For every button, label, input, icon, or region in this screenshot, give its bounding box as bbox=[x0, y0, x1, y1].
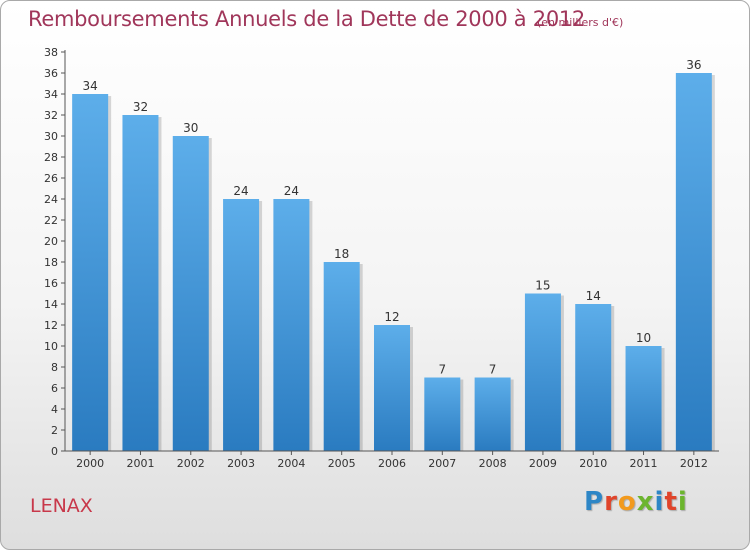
y-tick-label: 22 bbox=[44, 214, 58, 227]
chart-subtitle: (en milliers d'€) bbox=[537, 16, 624, 29]
data-label: 10 bbox=[636, 331, 651, 345]
x-tick-label: 2008 bbox=[479, 457, 507, 470]
y-tick-label: 14 bbox=[44, 298, 58, 311]
y-tick-label: 16 bbox=[44, 277, 58, 290]
y-tick-label: 32 bbox=[44, 109, 58, 122]
y-tick-label: 36 bbox=[44, 67, 58, 80]
x-tick-label: 2003 bbox=[227, 457, 255, 470]
bar-2008[interactable] bbox=[474, 377, 511, 452]
y-tick-label: 28 bbox=[44, 151, 58, 164]
x-tick-label: 2001 bbox=[126, 457, 154, 470]
x-tick-label: 2005 bbox=[328, 457, 356, 470]
data-label: 34 bbox=[83, 79, 98, 93]
data-label: 24 bbox=[284, 184, 299, 198]
x-tick-label: 2004 bbox=[277, 457, 305, 470]
data-label: 24 bbox=[233, 184, 248, 198]
bar-2002[interactable] bbox=[172, 136, 209, 451]
data-label: 15 bbox=[535, 279, 550, 293]
chart-title: Remboursements Annuels de la Dette de 20… bbox=[28, 7, 585, 31]
logo-letter: i bbox=[677, 487, 688, 517]
y-tick-label: 2 bbox=[51, 424, 58, 437]
bar-2005[interactable] bbox=[323, 262, 360, 451]
x-tick-label: 2007 bbox=[428, 457, 456, 470]
y-tick-label: 18 bbox=[44, 256, 58, 269]
y-tick-label: 0 bbox=[51, 445, 58, 458]
logo-letter: r bbox=[604, 487, 618, 517]
bar-2004[interactable] bbox=[273, 199, 310, 451]
data-label: 36 bbox=[686, 58, 701, 72]
y-tick-label: 24 bbox=[44, 193, 58, 206]
data-label: 7 bbox=[489, 363, 497, 377]
y-tick-label: 12 bbox=[44, 319, 58, 332]
y-tick-label: 34 bbox=[44, 88, 58, 101]
y-tick-label: 4 bbox=[51, 403, 58, 416]
x-tick-label: 2012 bbox=[680, 457, 708, 470]
bar-2012[interactable] bbox=[675, 73, 712, 451]
bar-2009[interactable] bbox=[524, 293, 561, 452]
data-label: 30 bbox=[183, 121, 198, 135]
bar-2003[interactable] bbox=[223, 199, 260, 451]
y-tick-label: 30 bbox=[44, 130, 58, 143]
data-label: 18 bbox=[334, 247, 349, 261]
bar-2007[interactable] bbox=[424, 377, 461, 452]
bar-2001[interactable] bbox=[122, 115, 159, 451]
y-tick-label: 20 bbox=[44, 235, 58, 248]
bar-2011[interactable] bbox=[625, 346, 662, 451]
x-tick-label: 2006 bbox=[378, 457, 406, 470]
logo-letter: P bbox=[584, 487, 605, 517]
x-tick-label: 2009 bbox=[529, 457, 557, 470]
y-tick-label: 10 bbox=[44, 340, 58, 353]
logo-letter: o bbox=[617, 487, 637, 517]
place-name: LENAX bbox=[30, 495, 93, 517]
x-tick-label: 2010 bbox=[579, 457, 607, 470]
y-tick-label: 6 bbox=[51, 382, 58, 395]
logo-letter: x bbox=[636, 487, 655, 517]
bar-2000[interactable] bbox=[72, 94, 109, 451]
x-tick-label: 2002 bbox=[177, 457, 205, 470]
data-label: 7 bbox=[438, 363, 446, 377]
data-label: 14 bbox=[586, 289, 601, 303]
y-tick-label: 38 bbox=[44, 46, 58, 59]
data-label: 32 bbox=[133, 100, 148, 114]
data-label: 12 bbox=[384, 310, 399, 324]
logo-letter: t bbox=[664, 487, 678, 517]
logo-letter: i bbox=[654, 487, 665, 517]
x-tick-label: 2011 bbox=[630, 457, 658, 470]
proxiti-logo[interactable]: Proxiti bbox=[584, 487, 688, 517]
bar-2006[interactable] bbox=[374, 325, 410, 451]
x-tick-label: 2000 bbox=[76, 457, 104, 470]
y-tick-label: 8 bbox=[51, 361, 58, 374]
y-tick-label: 26 bbox=[44, 172, 58, 185]
bar-2010[interactable] bbox=[575, 304, 612, 451]
